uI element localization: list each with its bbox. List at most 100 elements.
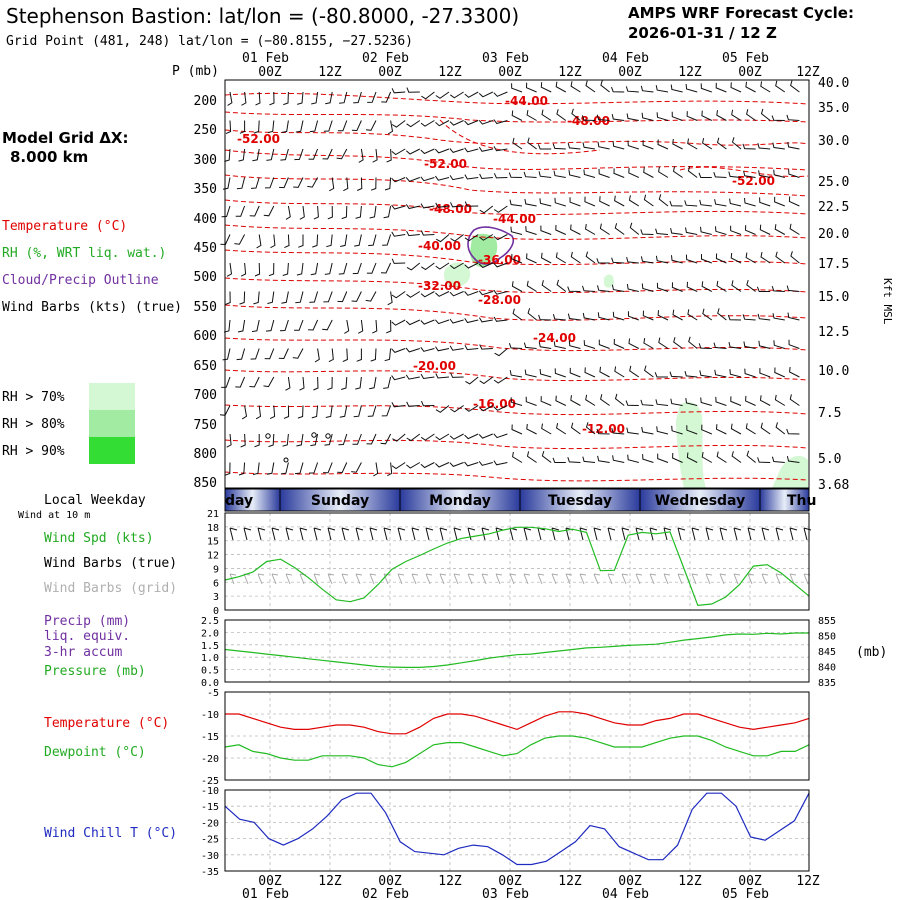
pressure-tick: 300 — [194, 153, 217, 168]
pressure-panel: 2.52.0 1.51.0 0.50.0 855 850 845 840 835 — [201, 616, 836, 689]
wind-barb — [583, 169, 596, 178]
wind-barb — [700, 83, 712, 93]
wind-barb — [509, 199, 523, 207]
wind-barb — [537, 144, 552, 150]
wind-barb — [789, 366, 800, 378]
wind-barb — [421, 400, 435, 407]
wind-barb — [336, 148, 348, 160]
wind-barb — [745, 395, 756, 406]
wind-barb — [525, 226, 537, 235]
pressure-panel-frame — [224, 619, 810, 683]
weekday-name: day — [225, 493, 253, 509]
wind-barb — [641, 426, 654, 435]
wind-barb — [384, 348, 392, 362]
wind-barb — [684, 370, 698, 378]
bottom-hour-label: 12Z — [558, 874, 582, 889]
wind-barb — [579, 573, 587, 585]
bottom-date-labels: 01 Feb 02 Feb 03 Feb 04 Feb 05 Feb — [242, 887, 769, 900]
top-hour-label: 12Z — [796, 65, 820, 80]
wind-barb — [567, 457, 581, 463]
wind-barb — [464, 234, 479, 242]
wind-barb — [308, 319, 319, 331]
legend-swatch-rh70 — [89, 383, 135, 410]
wind-barb — [744, 197, 756, 207]
wind-barb — [478, 91, 494, 98]
wind-barb — [222, 177, 231, 190]
wind-barb — [744, 225, 756, 235]
top-date-label: 04 Feb — [602, 51, 649, 66]
wind-barb — [611, 284, 625, 292]
wind-barb — [671, 255, 683, 264]
wind-barb — [225, 291, 231, 305]
temperature-grid — [225, 692, 809, 780]
wind-barb — [391, 120, 406, 128]
wind-barb — [760, 422, 771, 435]
wind-barb — [337, 120, 348, 132]
wind-barb — [728, 341, 742, 349]
isotherm-line — [224, 304, 809, 321]
wind-barb — [313, 527, 322, 541]
wind-barb — [556, 279, 567, 292]
wind-barb — [343, 177, 349, 192]
weekday-segment — [400, 489, 520, 511]
wind10-small-label: Wind at 10 m — [18, 510, 90, 521]
pressure-tick: 750 — [194, 418, 217, 433]
wind-barb — [789, 223, 800, 235]
wind-barb — [715, 396, 727, 406]
wind-barb — [270, 234, 276, 249]
wind-barb — [265, 319, 275, 332]
bottom-hour-label: 00Z — [618, 874, 642, 889]
wind-barb — [464, 318, 479, 324]
wind-barb — [252, 148, 260, 162]
wind-barb — [716, 280, 727, 292]
wind-barb — [240, 262, 247, 277]
weekday-label: Local Weekday — [44, 493, 146, 508]
wind-barb — [355, 573, 363, 585]
wind-barb — [527, 308, 537, 321]
wind-barb — [570, 251, 581, 264]
wind-barb — [523, 342, 537, 349]
isotherm-line — [224, 277, 809, 294]
wind-barb — [493, 146, 508, 152]
wind-barb — [341, 573, 349, 585]
wind-barb — [570, 422, 581, 435]
wind-barb — [746, 279, 756, 292]
wind-barb — [282, 262, 289, 276]
wind-barb — [294, 319, 304, 331]
wind-barb — [479, 173, 493, 180]
wind-barb — [425, 573, 433, 585]
wind-barbs-true — [229, 527, 812, 541]
wind-barbs — [219, 80, 800, 477]
wind-barb — [729, 198, 742, 207]
y-tick-label: -5 — [207, 688, 219, 699]
legend-rh70: RH > 70% — [2, 390, 65, 405]
rh-region — [443, 262, 471, 288]
wind-barb — [582, 312, 596, 321]
wind-barb — [687, 165, 698, 178]
wind-barb — [411, 527, 420, 541]
wind-barb — [391, 204, 406, 210]
model-grid-value: 8.000 km — [10, 148, 88, 166]
wind-barb — [478, 290, 493, 296]
wind-barb — [555, 395, 567, 406]
wind-barb — [731, 109, 742, 121]
wind-barb — [511, 83, 523, 93]
wind-barb — [381, 405, 392, 417]
wind-chill-line — [224, 792, 810, 866]
wind-barb — [493, 316, 508, 322]
wind-barb — [612, 455, 625, 463]
wind-barb — [255, 405, 262, 420]
wind-barb — [493, 234, 508, 241]
wind-barb — [449, 148, 464, 153]
kft-tick: 25.0 — [818, 175, 849, 190]
wind-barb — [727, 314, 742, 321]
wind-barb — [511, 253, 523, 264]
wind-barb — [327, 205, 333, 220]
wind-barb — [541, 450, 552, 463]
wind-barb — [672, 138, 683, 150]
wind-barb — [392, 433, 406, 442]
wind-barb — [688, 336, 698, 349]
wind-barb — [254, 262, 261, 277]
wind-barb — [295, 291, 304, 304]
wind-barb — [669, 371, 683, 378]
